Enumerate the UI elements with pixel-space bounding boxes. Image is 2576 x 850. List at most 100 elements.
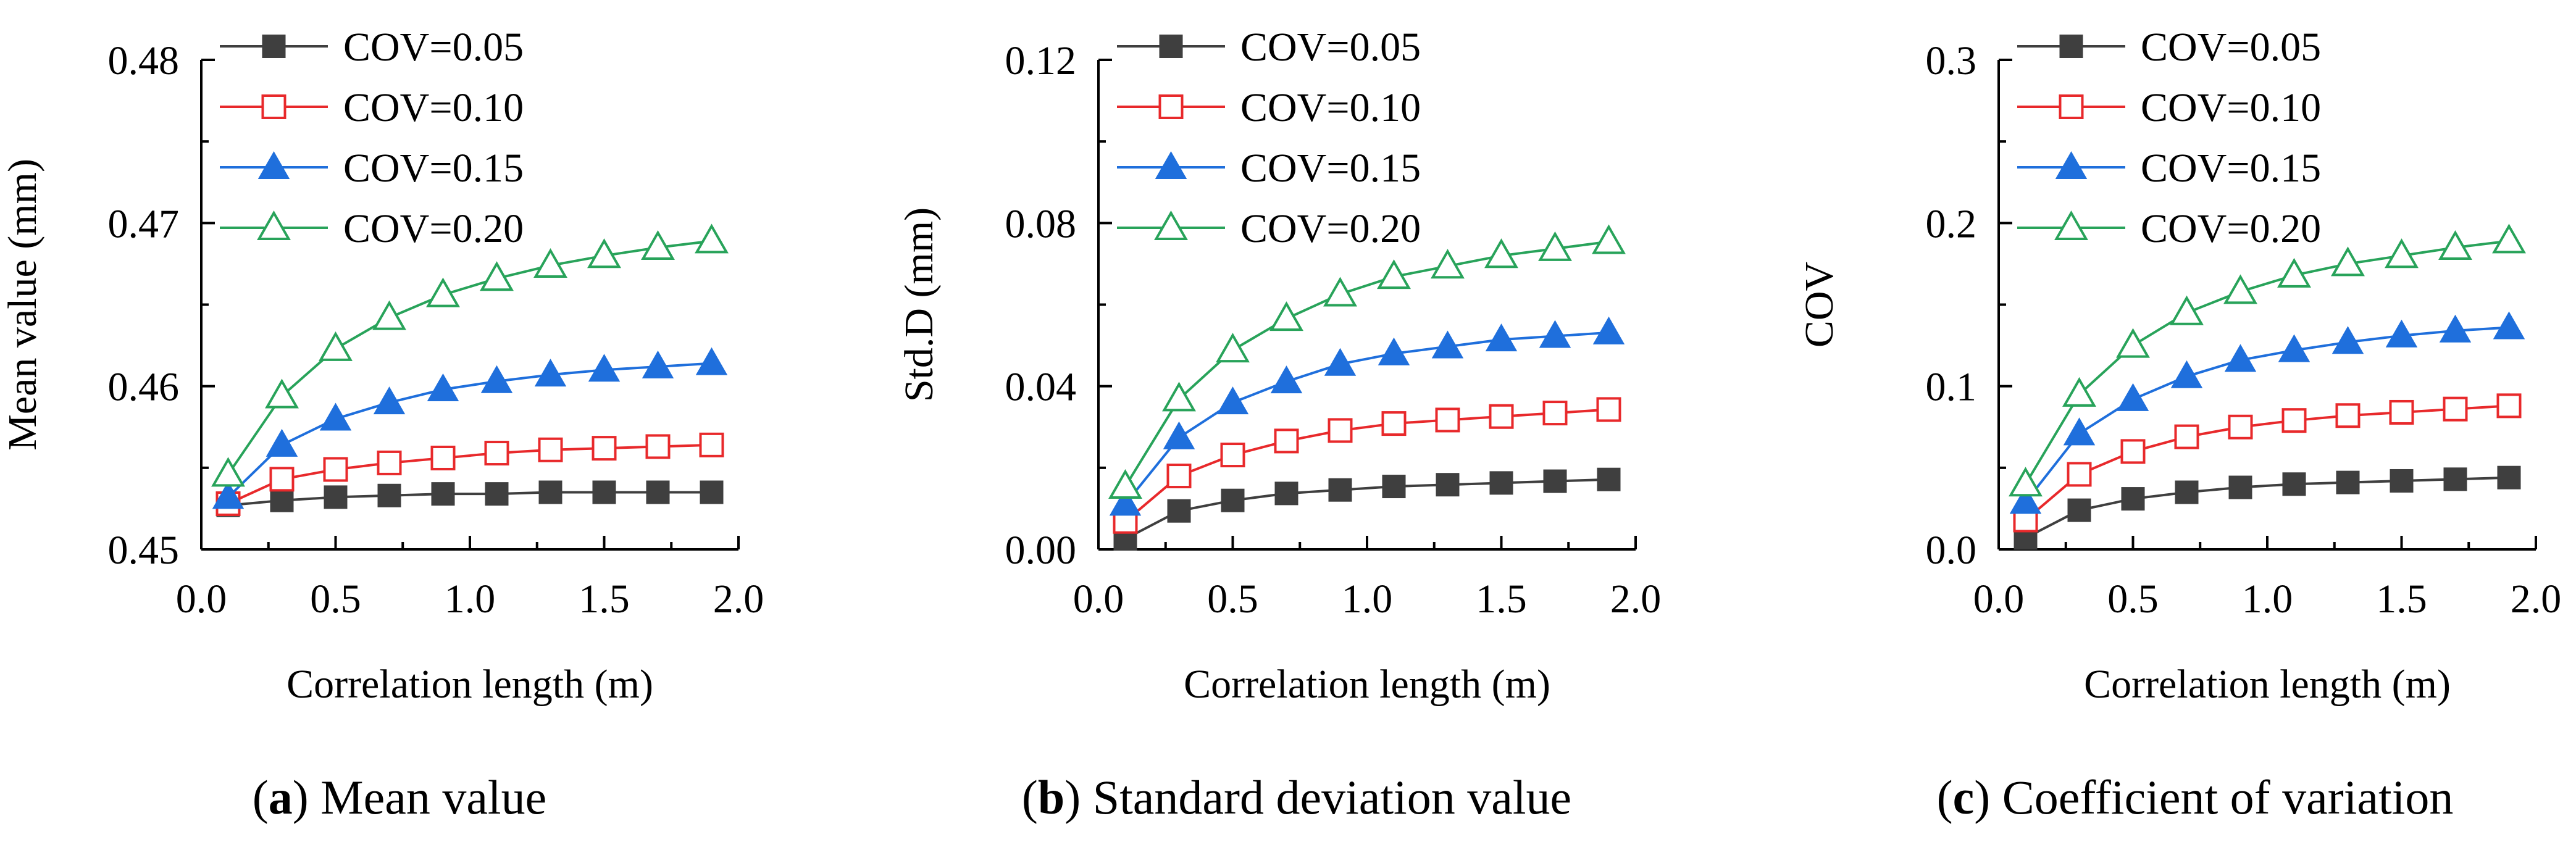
data-point [1485,323,1518,352]
y-axis-title: COV [1797,262,1842,348]
data-point [588,354,621,382]
series-line [2025,404,2509,521]
data-point [1538,231,1572,261]
legend-label: COV=0.20 [1240,206,1421,251]
x-tick-label: 1.0 [445,577,496,622]
legend-label: COV=0.05 [343,25,524,70]
panel-caption: (c) Coefficient of variation [1937,770,2454,824]
caption-text: Coefficient of variation [2002,770,2454,824]
legend-marker [1155,151,1187,179]
data-point [1167,499,1191,523]
data-point [1221,488,1245,512]
data-point [1270,365,1303,394]
caption-close-paren: ) [1064,770,1092,824]
series-cov-0-10 [1113,397,1621,534]
y-tick-label: 0.00 [1005,528,1077,573]
data-point [2009,467,2043,497]
series-line [1124,478,1609,540]
series-cov-0-05 [2014,465,2521,550]
y-tick-label: 0.46 [108,365,180,410]
data-point [533,248,567,278]
data-point [2336,470,2360,494]
data-point [699,432,724,457]
data-point [480,365,513,393]
series-line [2024,240,2509,485]
legend-marker [257,151,290,179]
caption-text: Mean value [320,770,546,824]
data-point [587,238,621,269]
x-tick-label: 0.0 [1973,577,2025,622]
data-point [1109,488,1142,516]
data-point [646,480,670,504]
legend-marker [257,210,291,240]
legend-marker [262,35,286,58]
x-axis-title: Correlation length (m) [286,662,653,707]
data-point [2497,465,2521,490]
data-point [323,457,348,482]
data-point [1489,471,1513,495]
data-point [2331,246,2365,277]
legend-marker [261,94,286,119]
data-point [2228,475,2252,499]
data-point [1269,301,1303,331]
data-point [2335,403,2361,428]
data-point [2278,334,2310,362]
data-point [2116,328,2150,358]
data-point [645,434,671,459]
data-point [480,261,514,291]
series-cov-0-05 [1113,467,1621,551]
data-point [373,386,406,415]
series-line [1124,331,1609,505]
data-point [1484,238,1518,269]
legend-label: COV=0.20 [343,206,524,251]
data-point [1542,401,1568,426]
data-point [2121,487,2145,511]
series-line [1124,240,1609,488]
legend: COV=0.05 COV=0.10 COV=0.15 COV=0.20 [1117,25,1421,251]
legend-label: COV=0.10 [2141,85,2321,130]
series-cov-0-15 [2009,311,2525,514]
data-point [1378,337,1410,365]
chart-panel-b: 0.0 0.5 1.0 1.5 2.0 0.00 0.04 0.08 0.12 Correlati… [897,25,1661,824]
y-tick-label: 0.0 [1926,528,1977,573]
data-point [1274,428,1299,454]
data-point [2170,295,2204,325]
legend-label: COV=0.10 [343,85,524,130]
series-cov-0-15 [1109,316,1625,516]
data-point [372,300,406,330]
data-point [1274,481,1298,506]
series-cov-0-10 [2013,393,2522,533]
data-point [2492,223,2526,254]
y-tick-label: 0.04 [1005,365,1077,410]
x-tick-label: 2.0 [1610,577,1662,622]
x-tick-label: 1.0 [2242,577,2293,622]
legend-label: COV=0.05 [2141,25,2321,70]
data-point [641,230,675,260]
x-tick-label: 2.0 [2511,577,2562,622]
data-point [1328,418,1353,443]
legend-label: COV=0.15 [1240,146,1421,191]
data-point [1323,277,1357,307]
caption-close-paren: ) [293,770,320,824]
data-point [1324,348,1357,376]
data-point [265,378,299,409]
data-point [1381,411,1407,436]
data-point [1108,469,1142,499]
data-point [695,223,729,254]
legend-label: COV=0.10 [1240,85,1421,130]
x-tick-label: 1.5 [1476,577,1527,622]
panel-caption: (a) Mean value [253,770,546,824]
data-point [1431,249,1465,279]
legend-label: COV=0.05 [1240,25,1421,70]
data-point [2439,314,2472,343]
data-point [2385,238,2419,269]
data-point [1328,478,1352,502]
y-axis-title: Std.D (mm) [897,207,942,402]
data-point [2117,383,2149,411]
series-line [2025,476,2509,540]
data-point [2390,469,2414,493]
series-line [1124,408,1609,523]
legend-marker [1159,35,1183,58]
data-point [377,483,401,507]
